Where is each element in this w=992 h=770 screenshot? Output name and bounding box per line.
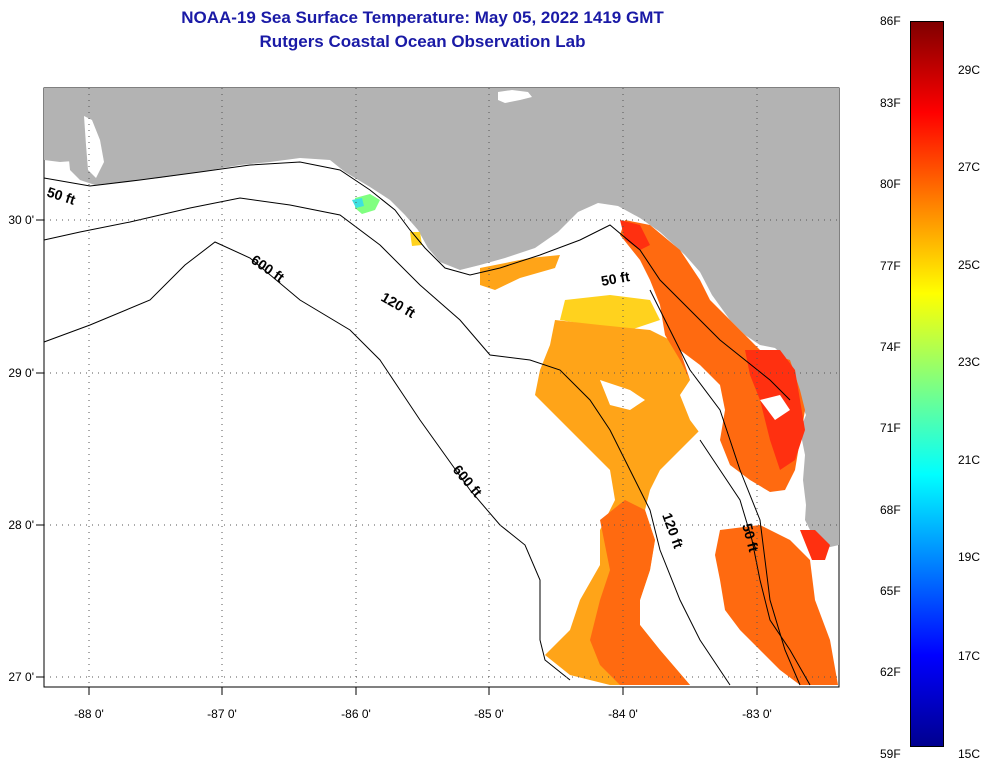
contour-600ft: [43, 241, 571, 681]
colorbar-c-label: 21C: [958, 453, 981, 467]
lat-label: 30 0': [8, 213, 34, 227]
map-subtitle: Rutgers Coastal Ocean Observation Lab: [259, 32, 586, 51]
mobile-bay: [84, 116, 104, 178]
colorbar-f-label: 86F: [880, 14, 901, 28]
contour-50ft-south: [699, 439, 811, 686]
lon-label: -86 0': [341, 707, 371, 721]
colorbar-f-label: 62F: [880, 665, 901, 679]
contour-label-50ft-south: 50 ft: [739, 522, 762, 554]
contour-50ft: [43, 161, 791, 401]
colorbar-c-label: 17C: [958, 649, 981, 663]
lat-label: 28 0': [8, 518, 34, 532]
colorbar-f-label: 71F: [880, 421, 901, 435]
colorbar-f-label: 80F: [880, 177, 901, 191]
sst-patches: [352, 194, 838, 685]
land-mass: [44, 88, 839, 548]
map-title: NOAA-19 Sea Surface Temperature: May 05,…: [181, 8, 664, 27]
contour-120ft-east: [649, 289, 801, 686]
colorbar-c-label: 19C: [958, 550, 981, 564]
lon-label: -85 0': [474, 707, 504, 721]
lat-label: 27 0': [8, 670, 34, 684]
graticule: [44, 88, 839, 687]
depth-contours: [43, 161, 811, 686]
colorbar-c-label: 15C: [958, 747, 981, 761]
colorbar-c-label: 29C: [958, 63, 981, 77]
colorbar-c-label: 25C: [958, 258, 981, 272]
colorbar-f-label: 59F: [880, 747, 901, 761]
colorbar-f-label: 65F: [880, 584, 901, 598]
colorbar-c-label: 23C: [958, 355, 981, 369]
longitude-labels: -88 0' -87 0' -86 0' -85 0' -84 0' -83 0…: [74, 707, 772, 721]
colorbar-f-label: 68F: [880, 503, 901, 517]
colorbar-c-label: 27C: [958, 160, 981, 174]
sst-map: -88 0' -87 0' -86 0' -85 0' -84 0' -83 0…: [8, 87, 840, 721]
colorbar-f-label: 83F: [880, 96, 901, 110]
inland-lake: [498, 90, 532, 103]
contour-label-50ft-bigbend: 50 ft: [600, 268, 631, 289]
lon-label: -83 0': [742, 707, 772, 721]
colorbar-gradient: [910, 21, 944, 747]
colorbar-f-label: 77F: [880, 259, 901, 273]
latitude-labels: 30 0' 29 0' 28 0' 27 0': [8, 213, 34, 684]
contour-120ft: [43, 197, 731, 686]
temperature-colorbar: 86F 83F 80F 77F 74F 71F 68F 65F 62F 59F …: [860, 14, 992, 770]
lon-label: -84 0': [608, 707, 638, 721]
lon-label: -87 0': [207, 707, 237, 721]
axis-ticks: [36, 219, 758, 695]
lon-label: -88 0': [74, 707, 104, 721]
colorbar-f-label: 74F: [880, 340, 901, 354]
lat-label: 29 0': [8, 366, 34, 380]
